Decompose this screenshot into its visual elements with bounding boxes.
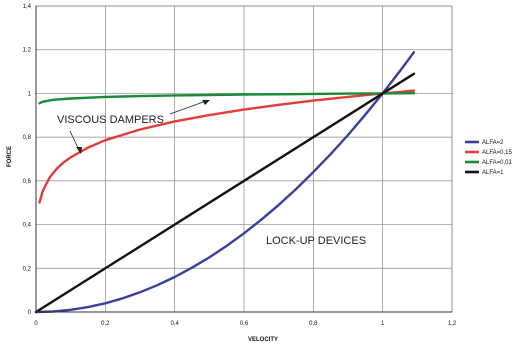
x-tick-label: 1 xyxy=(381,321,385,327)
legend-label-alfa-2: ALFA=2 xyxy=(482,140,504,146)
x-tick-label: 0,8 xyxy=(309,321,318,327)
y-tick-label: 0,6 xyxy=(23,179,32,185)
y-tick-label: 1,2 xyxy=(23,48,32,54)
arrow-head-green xyxy=(202,100,210,105)
series-line-alfa-2 xyxy=(34,51,416,314)
series-layer xyxy=(34,51,416,314)
y-tick-label: 0,4 xyxy=(23,223,32,229)
x-tick-label: 0,6 xyxy=(240,321,249,327)
y-tick-label: 0,2 xyxy=(23,266,32,272)
series-line-alfa-0-15 xyxy=(38,89,416,204)
arrow-to-red-curve xyxy=(69,130,80,151)
legend-label-alfa-1: ALFA=1 xyxy=(482,170,504,176)
legend-label-alfa-0-15: ALFA=0,15 xyxy=(482,150,513,156)
y-tick-label: 1 xyxy=(28,91,32,97)
x-tick-label: 0,4 xyxy=(170,321,179,327)
annotations: VISCOUS DAMPERS LOCK-UP DEVICES xyxy=(57,100,366,247)
y-tick-label: 0,8 xyxy=(23,135,32,141)
annotation-viscous-dampers: VISCOUS DAMPERS xyxy=(57,114,164,126)
axes xyxy=(35,6,452,313)
annotation-lock-up-devices: LOCK-UP DEVICES xyxy=(266,235,366,247)
arrow-to-green-curve xyxy=(169,100,207,115)
grid xyxy=(35,5,453,313)
x-tick-label: 0 xyxy=(34,321,38,327)
x-axis-title: VELOCITY xyxy=(248,337,278,343)
x-tick-label: 0,2 xyxy=(101,321,110,327)
series-line-alfa-1 xyxy=(34,72,416,314)
legend: ALFA=2 ALFA=0,15 ALFA=0,01 ALFA=1 xyxy=(465,140,513,176)
series-line-alfa-0-01 xyxy=(38,91,416,105)
y-tick-label: 1,4 xyxy=(23,4,32,10)
y-tick-label: 0 xyxy=(28,310,32,316)
x-tick-label: 1,2 xyxy=(448,321,457,327)
legend-label-alfa-0-01: ALFA=0,01 xyxy=(482,160,513,166)
y-axis-title: FORCE xyxy=(7,146,13,167)
tick-labels: 0 0,2 0,4 0,6 0,8 1 1,2 0 0,2 0,4 0,6 0,8 1 1,2 1,4 xyxy=(23,4,457,327)
arrow-head-red xyxy=(76,147,82,154)
